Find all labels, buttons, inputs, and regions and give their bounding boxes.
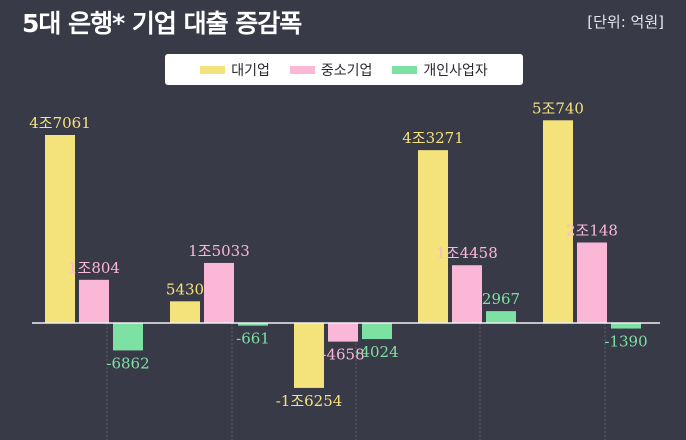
bar-0-3 — [418, 150, 448, 323]
chart-title: 5대 은행* 기업 대출 증감폭 — [22, 9, 302, 38]
bar-2-4 — [611, 323, 641, 329]
bar-0-1 — [170, 301, 200, 323]
bar-2-0 — [113, 323, 143, 351]
data-label-2-4: -1390 — [604, 333, 647, 351]
bar-2-2 — [362, 323, 392, 340]
data-label-1-0: 1조804 — [68, 259, 120, 277]
bar-1-4 — [577, 242, 607, 323]
bar-0-4 — [543, 120, 573, 324]
data-label-0-0: 4조7061 — [29, 114, 91, 132]
legend-swatch-individual — [392, 65, 418, 74]
bar-1-2 — [328, 323, 358, 342]
data-label-2-3: 2967 — [482, 290, 520, 308]
data-label-1-3: 1조4458 — [436, 244, 498, 262]
bar-1-0 — [79, 279, 109, 323]
bar-1-3 — [452, 265, 482, 323]
legend-label-individual: 개인사업자 — [423, 62, 488, 79]
bar-1-1 — [204, 262, 234, 323]
bar-2-1 — [238, 323, 268, 326]
data-label-0-1: 5430 — [166, 280, 204, 298]
legend-item-large-corp: 대기업 — [200, 60, 270, 80]
legend-item-sme: 중소기업 — [289, 60, 373, 80]
legend-label-large-corp: 대기업 — [231, 62, 270, 79]
legend-swatch-large-corp — [200, 65, 226, 74]
legend-item-individual: 개인사업자 — [392, 60, 488, 80]
data-label-2-1: -661 — [236, 330, 270, 348]
data-label-1-1: 1조5033 — [188, 242, 250, 260]
data-label-1-2: -4658 — [321, 346, 364, 364]
data-label-2-2: -4024 — [355, 343, 398, 361]
bar-2-3 — [486, 311, 516, 323]
data-label-1-4: 2조148 — [566, 222, 618, 240]
unit-label: [단위: 억원] — [587, 13, 664, 31]
data-label-2-0: -6862 — [106, 354, 149, 372]
data-label-0-4: 5조740 — [532, 99, 584, 117]
data-label-0-3: 4조3271 — [402, 129, 464, 147]
bar-0-2 — [294, 323, 324, 388]
legend-label-sme: 중소기업 — [320, 62, 373, 79]
data-label-0-2: -1조6254 — [276, 392, 343, 410]
legend: 대기업 중소기업 개인사업자 — [165, 54, 523, 85]
legend-swatch-sme — [289, 65, 315, 74]
bar-0-0 — [45, 135, 75, 323]
